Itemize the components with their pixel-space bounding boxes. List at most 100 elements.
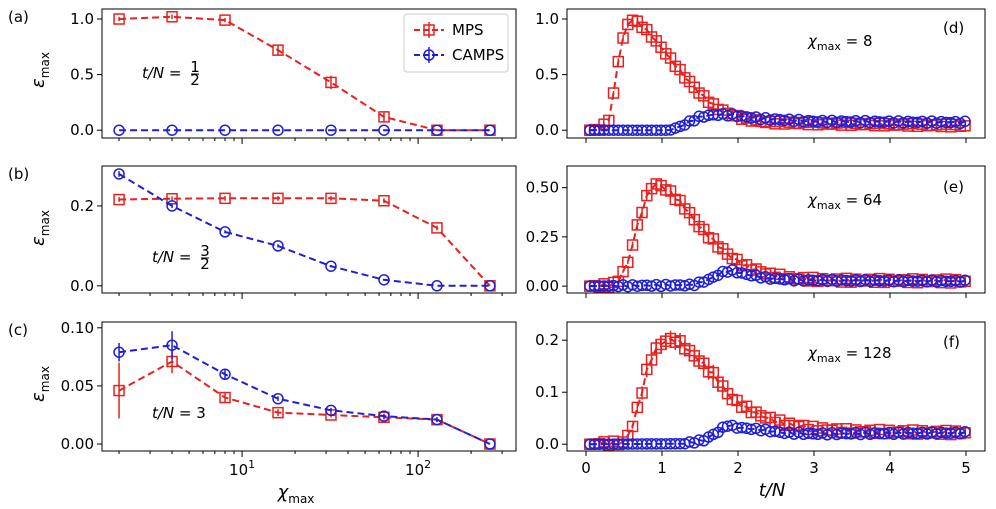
xlabel-left: χmax <box>277 482 315 506</box>
mps-point <box>113 13 125 25</box>
y-tick-label: 0.2 <box>535 331 559 349</box>
x-tick-label: 102 <box>405 458 431 479</box>
mps-point <box>636 206 648 219</box>
fraction-denominator: 2 <box>190 71 200 89</box>
camps-point <box>674 120 686 133</box>
y-tick-label: 0.0 <box>70 277 94 295</box>
y-tick-label: 0.10 <box>61 319 94 337</box>
x-tick-label: 3 <box>809 459 819 477</box>
plot-frame <box>101 8 517 139</box>
legend-camps-marker <box>414 47 444 63</box>
panel-label-f: (f) <box>943 333 960 351</box>
legend-mps-marker <box>414 22 444 38</box>
panel-c: 0.00 0.05 0.10 101 102 t/N = 3 <box>61 319 517 479</box>
y-tick-label: 0.5 <box>70 66 94 84</box>
panel-label-d: (d) <box>943 19 964 37</box>
y-tick-label: 0.0 <box>535 435 559 453</box>
mps-point <box>378 111 390 123</box>
legend: MPS CAMPS <box>403 13 509 73</box>
mps-series-line <box>118 360 491 445</box>
plot-frame <box>566 321 986 452</box>
camps-point <box>431 124 443 136</box>
y-tick-label: 0.0 <box>535 121 559 139</box>
camps-point <box>378 274 390 286</box>
mps-point <box>219 192 231 205</box>
camps-point <box>378 124 390 136</box>
mps-point <box>626 239 639 251</box>
panel-label-c: (c) <box>8 321 28 339</box>
panel-b: 0.0 0.2 t/N = 32 <box>70 165 517 299</box>
mps-point <box>325 76 337 89</box>
camps-point <box>272 124 284 136</box>
camps-point <box>959 426 971 438</box>
y-tick-label: 0.5 <box>535 66 559 84</box>
plot-frame <box>101 321 517 452</box>
y-tick-label: 0.00 <box>61 435 94 453</box>
mps-point <box>378 194 390 207</box>
mps-point <box>272 406 284 419</box>
mps-point <box>166 192 178 205</box>
y-tick-label: 0.50 <box>526 179 559 197</box>
mps-series-line <box>119 197 491 287</box>
svg-text:εmax: εmax <box>28 366 52 402</box>
panel-label-e: (e) <box>943 178 964 196</box>
x-tick-label: 2 <box>733 459 743 477</box>
ylabel-a: εmax <box>28 52 52 88</box>
xlabel-right: t/N <box>759 480 786 501</box>
mps-point <box>272 44 284 56</box>
camps-series-line <box>118 173 490 287</box>
mps-point <box>166 11 178 23</box>
x-tick-label: 1 <box>657 459 667 477</box>
camps-point <box>959 274 971 286</box>
y-tick-label: 0.25 <box>526 228 559 246</box>
camps-point <box>219 368 231 381</box>
panel-f: 0.0 0.1 0.2 0 1 2 3 4 5 χmax = 128 <box>535 321 986 477</box>
camps-point <box>325 260 337 272</box>
mps-point <box>645 354 658 366</box>
plot-frame <box>566 8 986 139</box>
x-tick-label: 101 <box>229 458 255 479</box>
y-tick-label: 0.05 <box>61 377 94 395</box>
camps-point <box>325 124 337 136</box>
camps-point <box>113 168 125 180</box>
camps-point <box>484 280 496 292</box>
camps-point <box>959 115 971 128</box>
legend-camps-label: CAMPS <box>452 46 504 64</box>
x-tick-label: 0 <box>581 459 591 477</box>
panel-annotation: χmax = 64 <box>807 191 882 212</box>
mps-point <box>636 387 648 399</box>
camps-point <box>378 410 390 422</box>
mps-point <box>607 87 620 99</box>
mps-point <box>626 420 639 433</box>
mps-point <box>631 401 644 414</box>
camps-point <box>272 392 284 405</box>
panel-annotation: t/N = <box>142 64 182 82</box>
mps-point <box>617 32 629 44</box>
panels: 0.00.51.0t/N = 120.00.2t/N = 320.000.050… <box>61 8 986 479</box>
camps-point <box>272 240 284 252</box>
panel-label-a: (a) <box>8 8 29 26</box>
mps-series-line <box>119 15 490 132</box>
mps-point <box>219 14 231 26</box>
camps-point <box>431 280 443 292</box>
legend-mps-label: MPS <box>452 21 484 39</box>
mps-point <box>113 384 125 397</box>
camps-point <box>113 124 125 136</box>
camps-point <box>113 346 125 358</box>
mps-point <box>431 222 443 234</box>
y-tick-label: 0.2 <box>70 197 94 215</box>
plot-frame <box>101 165 517 294</box>
y-tick-label: 0.00 <box>526 277 559 295</box>
mps-point <box>113 193 125 206</box>
y-tick-label: 0.1 <box>535 383 559 401</box>
panel-annotation: t/N = 3 <box>152 404 206 422</box>
y-tick-label: 1.0 <box>70 10 94 28</box>
camps-point <box>166 339 178 351</box>
camps-point <box>484 438 496 450</box>
camps-point <box>707 271 720 283</box>
ylabel-b: εmax <box>28 210 52 246</box>
mps-point <box>612 55 625 68</box>
panel-e: 0.00 0.25 0.50 χmax = 64 <box>526 165 986 298</box>
panel-d: 0.0 0.5 1.0 χmax = 8 <box>535 8 986 143</box>
